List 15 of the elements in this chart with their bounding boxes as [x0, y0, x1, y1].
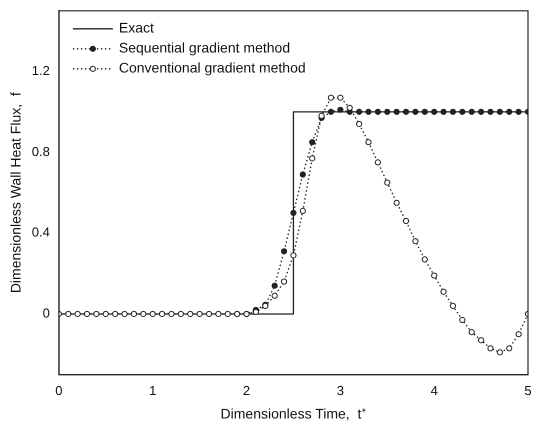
y-tick-label: 0	[42, 306, 50, 321]
y-tick-label: 0.4	[32, 224, 50, 240]
y-tick-label: 0.8	[32, 144, 50, 159]
legend-label: Conventional gradient method	[118, 60, 306, 76]
y-axis-title: Dimensionless Wall Heat Flux, f	[7, 92, 24, 294]
legend-label: Exact	[118, 20, 154, 36]
y-tick-label: 1.2	[32, 63, 50, 78]
x-tick-label: 5	[524, 382, 532, 398]
x-tick-label: 2	[242, 382, 250, 398]
x-tick-label: 1	[149, 382, 156, 398]
x-tick-label: 3	[336, 382, 344, 398]
x-tick-label: 4	[430, 382, 438, 398]
legend-label: Sequential gradient method	[118, 40, 290, 56]
x-tick-label: 0	[55, 382, 62, 398]
x-axis-title: Dimensionless Time, t⁺	[220, 405, 366, 422]
